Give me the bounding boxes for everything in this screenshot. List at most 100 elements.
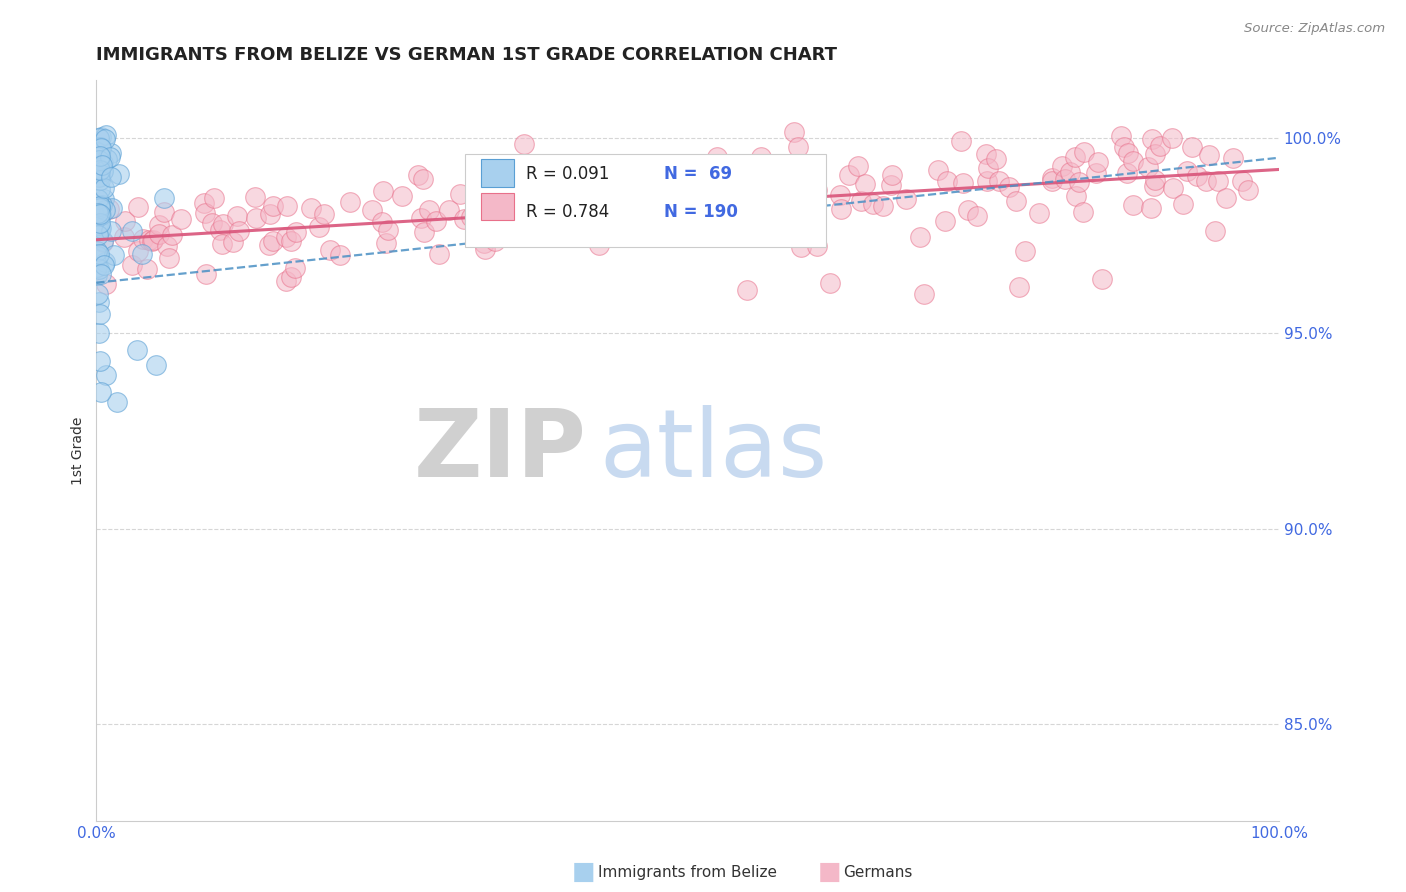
Point [87,295,110,310]
Point [1116,166,1139,180]
Point [723,217,745,231]
Text: R = 0.784: R = 0.784 [526,202,609,220]
Point [579,186,602,201]
Point [89,131,111,145]
Point [89,149,111,163]
Point [956,202,979,217]
Point [862,196,884,211]
Point [505,173,527,187]
Point [583,201,606,215]
Point [425,214,447,228]
Point [127,343,149,358]
Point [830,202,852,216]
Text: Immigrants from Belize: Immigrants from Belize [598,865,776,880]
Point [209,223,232,237]
Point [211,236,233,251]
Point [1122,154,1144,169]
Point [692,227,714,241]
Point [94,368,117,383]
Point [284,260,307,275]
Point [997,179,1019,194]
Point [716,224,738,238]
Point [806,239,828,253]
Text: R = 0.091: R = 0.091 [526,165,609,183]
Point [704,194,727,209]
Point [1122,198,1144,212]
Point [274,230,297,244]
Point [484,235,506,249]
Text: atlas: atlas [599,405,827,497]
Point [87,170,110,185]
Point [201,216,224,230]
Point [87,246,110,260]
Point [148,219,170,233]
Point [89,353,111,368]
Point [1053,171,1076,186]
Point [91,156,114,170]
Point [1085,166,1108,180]
Point [108,167,131,181]
Point [86,244,108,258]
Point [1171,197,1194,211]
Point [329,248,352,262]
Point [977,161,1000,176]
Point [1215,190,1237,204]
Point [262,199,284,213]
Point [160,228,183,243]
Point [86,145,108,160]
Point [557,223,579,237]
Point [94,128,117,143]
Text: N =  69: N = 69 [664,165,733,183]
Point [1040,174,1063,188]
Point [142,233,165,247]
Point [194,206,217,220]
Point [121,258,143,272]
Point [100,170,122,185]
Point [453,211,475,226]
Point [131,247,153,261]
Point [418,202,440,217]
Point [87,249,110,263]
Text: Germans: Germans [844,865,912,880]
Point [97,202,120,216]
Point [412,171,434,186]
Point [1063,150,1085,164]
Point [96,153,118,167]
Point [679,227,702,242]
Point [280,234,302,248]
Point [1222,151,1244,165]
Point [1116,146,1139,161]
Point [1109,128,1132,143]
Point [87,219,110,233]
Point [627,213,650,227]
Point [193,196,215,211]
Point [711,216,734,230]
Point [474,242,496,256]
Text: ■: ■ [572,861,595,884]
Point [1195,174,1218,188]
Point [89,169,111,184]
FancyBboxPatch shape [465,153,825,246]
Point [749,150,772,164]
Point [87,326,110,341]
Point [91,164,114,178]
Point [89,162,111,177]
Point [89,202,111,216]
Point [872,199,894,213]
Point [976,174,998,188]
Point [626,192,648,206]
Point [828,188,851,202]
Point [285,225,308,239]
Point [880,168,903,182]
Point [477,222,499,236]
Point [1140,132,1163,146]
Point [641,188,664,202]
Point [1136,160,1159,174]
Point [1071,205,1094,219]
Point [472,236,495,251]
Point [87,262,110,277]
Point [1181,140,1204,154]
Point [339,195,361,210]
Point [91,235,114,250]
Point [89,223,111,237]
